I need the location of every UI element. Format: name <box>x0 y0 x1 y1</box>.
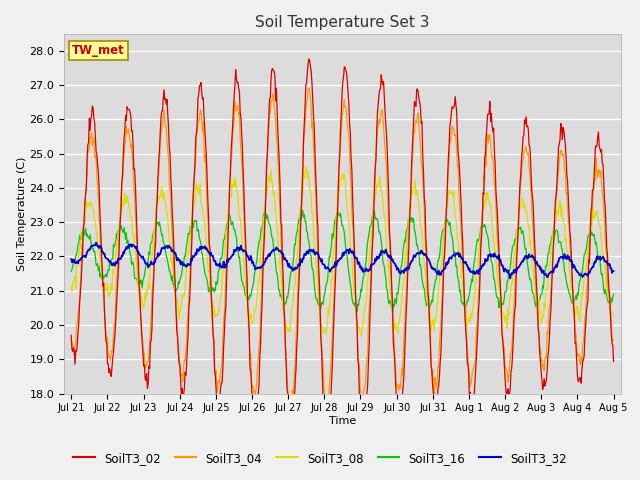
Legend: SoilT3_02, SoilT3_04, SoilT3_08, SoilT3_16, SoilT3_32: SoilT3_02, SoilT3_04, SoilT3_08, SoilT3_… <box>68 447 572 469</box>
Y-axis label: Soil Temperature (C): Soil Temperature (C) <box>17 156 27 271</box>
Text: TW_met: TW_met <box>72 44 125 58</box>
Title: Soil Temperature Set 3: Soil Temperature Set 3 <box>255 15 429 30</box>
X-axis label: Time: Time <box>329 416 356 426</box>
